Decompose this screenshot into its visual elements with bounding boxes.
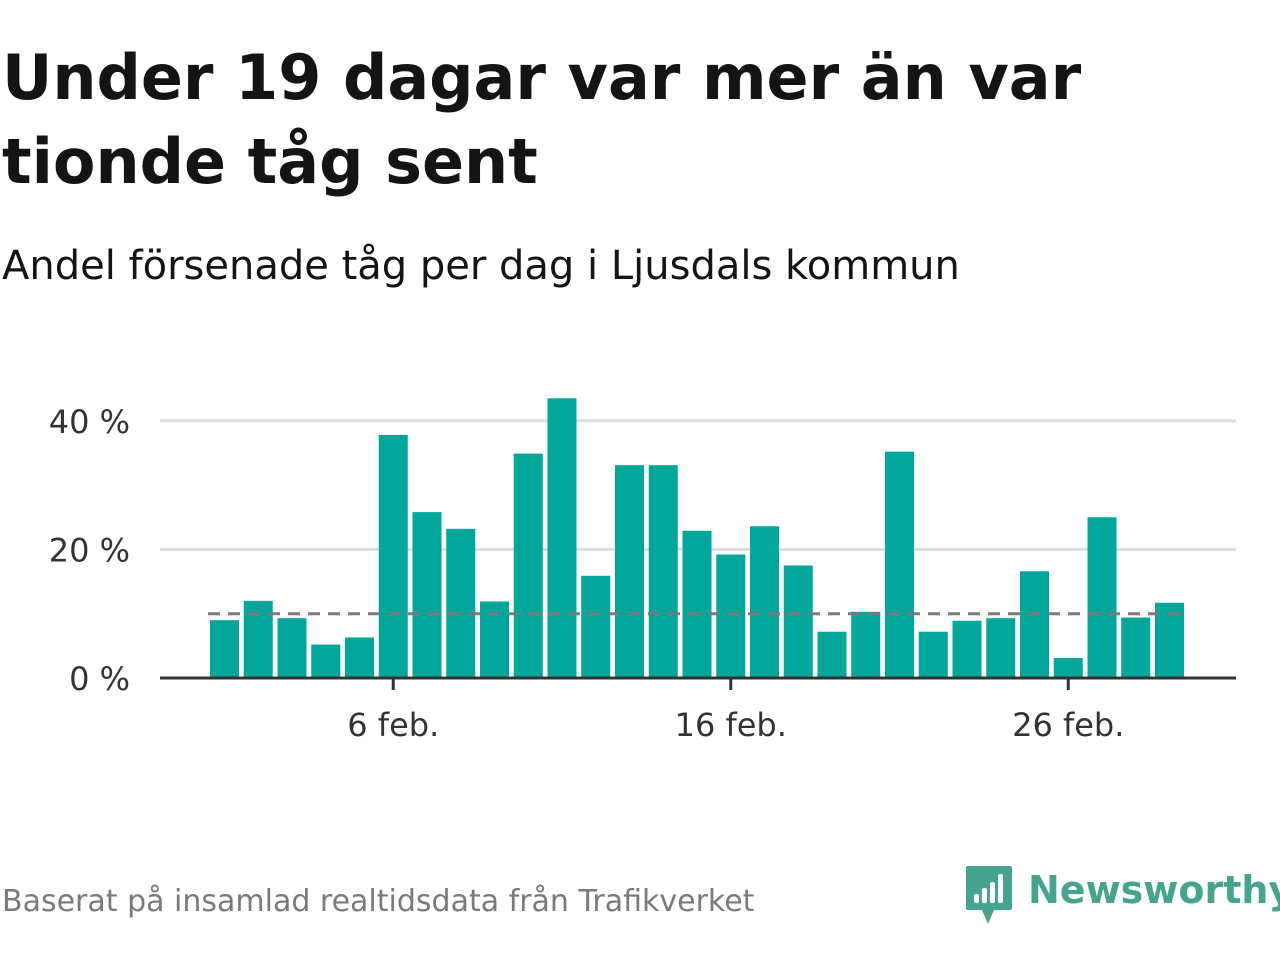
bar (513, 453, 543, 678)
x-tick-label: 16 feb. (675, 706, 787, 744)
bar (918, 631, 948, 678)
x-tick-label: 6 feb. (347, 706, 439, 744)
bar (581, 575, 611, 678)
bar (446, 528, 476, 678)
y-tick-label: 40 % (49, 403, 130, 441)
y-tick-label: 0 % (69, 660, 130, 698)
newsworthy-logo: Newsworthy (964, 864, 1280, 926)
bars (210, 398, 1184, 678)
bar (345, 637, 374, 678)
grid-lines (160, 419, 1236, 551)
y-axis-tick-labels: 0 % 20 % 40 % (49, 403, 130, 698)
bar (210, 620, 239, 678)
bar-chart: 0 % 20 % 40 % 6 feb. 16 feb. 26 feb. (49, 398, 1236, 744)
source-note: Baserat på insamlad realtidsdata från Tr… (2, 884, 755, 919)
bar (1121, 617, 1151, 678)
bar (1020, 571, 1049, 678)
bar (716, 554, 746, 678)
bar (986, 618, 1016, 678)
bar (615, 465, 644, 678)
bar (885, 451, 914, 678)
bar (1155, 602, 1184, 678)
bar-chart-logo-icon (966, 866, 1012, 924)
bar (648, 465, 678, 678)
x-axis (160, 676, 1236, 690)
bar (682, 530, 712, 678)
x-tick-label: 26 feb. (1012, 706, 1124, 744)
bar (378, 434, 408, 678)
bar (311, 644, 341, 678)
bar (277, 618, 307, 678)
bar (750, 526, 779, 678)
x-axis-tick-labels: 6 feb. 16 feb. 26 feb. (347, 706, 1124, 744)
chart-title: Under 19 dagar var mer än var tionde tåg… (2, 41, 1082, 198)
bar (851, 611, 881, 678)
bar (1053, 658, 1083, 678)
bar (412, 512, 442, 678)
bar (547, 398, 577, 678)
bar (783, 565, 813, 678)
bar (952, 620, 982, 678)
bar (1087, 517, 1117, 678)
y-tick-label: 20 % (49, 531, 130, 569)
bar (817, 631, 847, 678)
chart-subtitle: Andel försenade tåg per dag i Ljusdals k… (2, 243, 960, 289)
brand-name: Newsworthy (1028, 868, 1280, 912)
